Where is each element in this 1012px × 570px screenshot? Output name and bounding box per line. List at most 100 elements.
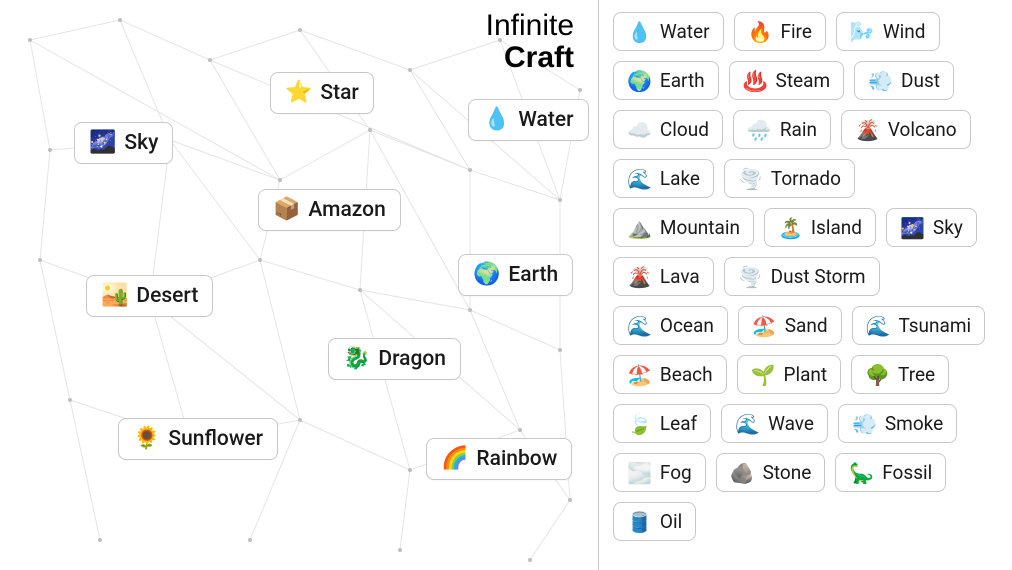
sidebar-item[interactable]: 🌱 Plant (737, 355, 842, 394)
sidebar-item[interactable]: 🌳 Tree (851, 355, 949, 394)
board-item[interactable]: ⭐Star (270, 72, 374, 114)
board-item[interactable]: 💧 Water (468, 99, 589, 141)
sidebar-item[interactable]: 🌊 Tsunami (852, 306, 986, 345)
element-label: Fog (660, 461, 692, 484)
element-label: Tree (898, 363, 935, 386)
sidebar-item[interactable]: 🏖️Beach (613, 355, 727, 394)
sidebar-item[interactable]: 🌊Lake (613, 159, 714, 198)
sidebar-item[interactable]: 💨Smoke (838, 404, 957, 443)
sidebar-item[interactable]: 🌪️Dust Storm (724, 257, 880, 296)
sidebar-item[interactable]: 💧Water (613, 12, 724, 51)
element-icon: 🌈 (441, 448, 468, 470)
sidebar-item[interactable]: 🌫️ Fog (613, 453, 706, 492)
sidebar-item[interactable]: 🌋 Volcano (841, 110, 971, 149)
sidebar-item[interactable]: 🌬️Wind (836, 12, 940, 51)
sidebar-item[interactable]: 🪨 Stone (716, 453, 826, 492)
board-item[interactable]: 🐉Dragon (328, 338, 461, 380)
element-label: Volcano (888, 118, 957, 141)
element-label: Wave (768, 412, 814, 435)
element-icon: 🌱 (751, 365, 776, 385)
element-label: Sand (785, 314, 828, 337)
board-item[interactable]: 🌻Sunflower (118, 418, 278, 460)
sidebar-item[interactable]: 🍃Leaf (613, 404, 711, 443)
sidebar-item[interactable]: ♨️ Steam (729, 61, 844, 100)
element-label: Dust Storm (771, 265, 866, 288)
element-label: Rainbow (476, 447, 557, 471)
element-label: Star (320, 81, 358, 105)
element-icon: 🪨 (730, 463, 755, 483)
element-icon: 🌪️ (738, 169, 763, 189)
element-icon: 💧 (483, 109, 510, 131)
element-icon: 🌳 (865, 365, 890, 385)
sidebar-item[interactable]: ☁️Cloud (613, 110, 723, 149)
element-icon: ♨️ (743, 71, 768, 91)
element-icon: ⛰️ (627, 218, 652, 238)
sidebar-item[interactable]: 🌊 Wave (721, 404, 828, 443)
element-icon: 🌧️ (747, 120, 772, 140)
element-label: Earth (660, 69, 705, 92)
element-label: Ocean (660, 314, 714, 337)
element-label: Mountain (660, 216, 740, 239)
element-label: Dust (901, 69, 940, 92)
element-label: Fossil (882, 461, 932, 484)
element-label: Lake (660, 167, 700, 190)
element-label: Tornado (771, 167, 841, 190)
element-label: Smoke (885, 412, 943, 435)
element-label: Fire (780, 20, 811, 43)
sidebar-item[interactable]: 🦕 Fossil (835, 453, 946, 492)
sidebar-item[interactable]: ⛰️ Mountain (613, 208, 754, 247)
element-label: Desert (136, 284, 198, 308)
element-icon: 🌊 (627, 316, 652, 336)
element-icon: 🌫️ (627, 463, 652, 483)
element-label: Tsunami (898, 314, 971, 337)
element-label: Leaf (660, 412, 697, 435)
element-icon: 📦 (273, 199, 300, 221)
element-icon: 🌋 (855, 120, 880, 140)
element-label: Lava (660, 265, 700, 288)
element-icon: 💧 (627, 22, 652, 42)
element-icon: 🏝️ (778, 218, 803, 238)
sidebar-item[interactable]: 🌧️ Rain (733, 110, 831, 149)
elements-sidebar: 💧Water 🔥Fire 🌬️Wind 🌍Earth ♨️ Steam 💨 Dust ☁️Clo… (598, 0, 1012, 570)
element-label: Water (518, 108, 573, 132)
element-icon: 🌊 (866, 316, 891, 336)
sidebar-item[interactable]: 🌌Sky (886, 208, 977, 247)
element-label: Stone (763, 461, 812, 484)
board-item[interactable]: 📦Amazon (258, 189, 401, 231)
crafting-canvas[interactable]: Infinite Craft ⭐Star💧Water🌌Sky📦Amazon🌍Ea… (0, 0, 598, 570)
element-icon: 🐉 (343, 348, 370, 370)
board-item[interactable]: 🌈 Rainbow (426, 438, 572, 480)
element-icon: 🏖️ (627, 365, 652, 385)
element-label: Island (811, 216, 862, 239)
element-label: Sky (124, 131, 158, 155)
element-icon: 🌌 (89, 132, 116, 154)
sidebar-item[interactable]: 🌪️ Tornado (724, 159, 855, 198)
board-item[interactable]: 🌍Earth (458, 254, 573, 296)
element-icon: 🦕 (849, 463, 874, 483)
element-label: Plant (783, 363, 827, 386)
sidebar-item[interactable]: 🌍Earth (613, 61, 719, 100)
element-icon: 🌍 (473, 264, 500, 286)
element-label: Sunflower (168, 427, 263, 451)
sidebar-item[interactable]: 🛢️ Oil (613, 502, 696, 541)
element-icon: 🏖️ (752, 316, 777, 336)
element-icon: 🏜️ (101, 285, 128, 307)
board-item[interactable]: 🌌 Sky (74, 122, 173, 164)
element-label: Steam (776, 69, 831, 92)
sidebar-item[interactable]: 🔥Fire (734, 12, 826, 51)
sidebar-item[interactable]: 🌋Lava (613, 257, 714, 296)
elements-list: 💧Water 🔥Fire 🌬️Wind 🌍Earth ♨️ Steam 💨 Dust ☁️Clo… (613, 12, 1000, 541)
element-label: Sky (933, 216, 963, 239)
sidebar-item[interactable]: 💨 Dust (854, 61, 954, 100)
board-item[interactable]: 🏜️ Desert (86, 275, 213, 317)
element-label: Wind (883, 20, 926, 43)
element-icon: 🛢️ (627, 512, 652, 532)
element-label: Rain (780, 118, 817, 141)
element-label: Cloud (660, 118, 709, 141)
sidebar-item[interactable]: 🌊 Ocean (613, 306, 728, 345)
sidebar-item[interactable]: 🏖️ Sand (738, 306, 842, 345)
sidebar-item[interactable]: 🏝️ Island (764, 208, 876, 247)
element-icon: 🌊 (735, 414, 760, 434)
element-icon: 💨 (868, 71, 893, 91)
element-label: Oil (660, 510, 682, 533)
